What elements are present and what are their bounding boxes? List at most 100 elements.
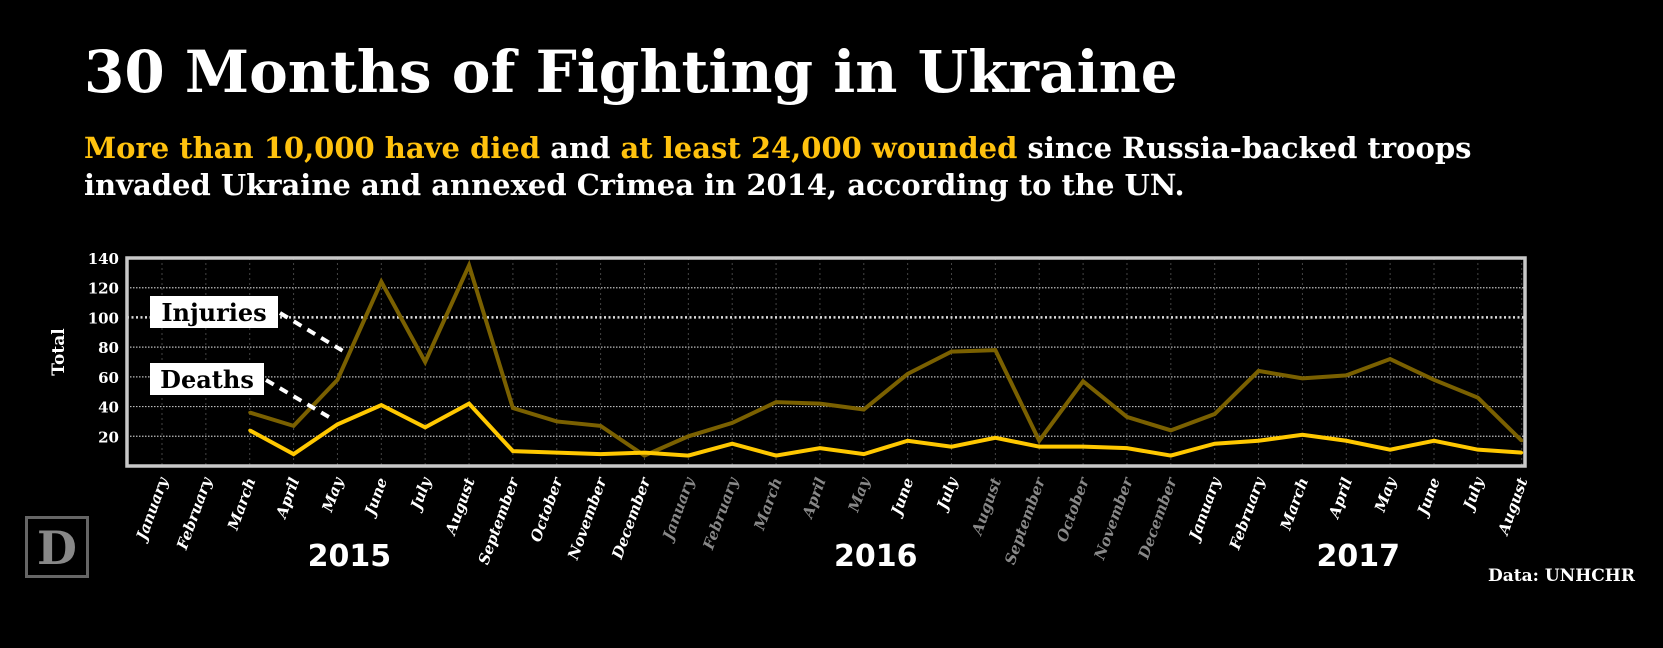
x-tick-label: March	[750, 475, 786, 533]
y-tick-label: 120	[88, 280, 119, 298]
data-point	[1169, 428, 1173, 432]
x-tick-label: June	[1413, 475, 1444, 520]
data-point	[1169, 454, 1173, 458]
data-point	[642, 454, 646, 458]
y-tick-label: 80	[98, 339, 119, 357]
x-tick-label: May	[1371, 474, 1401, 515]
data-point	[423, 360, 427, 364]
data-point	[1213, 412, 1217, 416]
plot-frame	[125, 256, 1527, 468]
data-point	[993, 436, 997, 440]
data-point	[292, 424, 296, 428]
data-point	[555, 451, 559, 455]
data-point	[686, 434, 690, 438]
annotation-box	[150, 296, 278, 328]
x-tick-label: July	[406, 474, 435, 515]
annotation-box	[150, 363, 264, 395]
source-note: Data: UNHCHR	[1488, 566, 1635, 586]
x-tick-label: August	[441, 475, 479, 539]
data-point	[730, 442, 734, 446]
data-point	[1037, 439, 1041, 443]
data-point	[730, 421, 734, 425]
year-label: 2016	[834, 539, 918, 574]
data-point	[818, 446, 822, 450]
data-point	[862, 408, 866, 412]
data-point	[1476, 396, 1480, 400]
data-point	[1300, 433, 1304, 437]
year-label: 2017	[1316, 539, 1400, 574]
x-tick-label: August	[1494, 475, 1532, 539]
x-tick-label: February	[699, 474, 742, 553]
logo: D	[25, 516, 89, 578]
data-point	[335, 378, 339, 382]
annotation-leader-line	[278, 311, 350, 356]
x-tick-label: October	[1053, 474, 1093, 544]
data-point	[1520, 439, 1524, 443]
legend-label-deaths: Deaths	[160, 365, 254, 394]
data-point	[1257, 369, 1261, 373]
x-tick-label: July	[932, 474, 961, 515]
data-point	[248, 428, 252, 432]
data-point	[467, 263, 471, 267]
data-point	[1432, 378, 1436, 382]
series-line-deaths	[248, 401, 1522, 458]
data-point	[1300, 376, 1304, 380]
data-point	[1476, 448, 1480, 452]
annotation-leader-line	[264, 378, 336, 422]
data-point	[1388, 357, 1392, 361]
data-point	[1081, 445, 1085, 449]
y-tick-label: 60	[98, 369, 119, 387]
data-point	[1388, 448, 1392, 452]
data-point	[774, 400, 778, 404]
data-point	[1125, 415, 1129, 419]
x-tick-label: March	[1276, 475, 1312, 533]
subtitle-part: More than 10,000 have died	[84, 131, 541, 165]
x-tick-label: September	[1001, 474, 1049, 567]
data-point	[1344, 373, 1348, 377]
x-tick-label: July	[1459, 474, 1488, 515]
data-point	[642, 451, 646, 455]
data-point	[379, 280, 383, 284]
x-tick-label: March	[224, 475, 260, 533]
data-point	[555, 419, 559, 423]
x-tick-label: May	[318, 474, 348, 515]
chart-title: 30 Months of Fighting in Ukraine	[84, 38, 1178, 106]
data-point	[511, 406, 515, 410]
data-point	[423, 425, 427, 429]
x-tick-label: April	[798, 475, 830, 522]
data-point	[686, 454, 690, 458]
data-point	[993, 348, 997, 352]
data-point	[1520, 451, 1524, 455]
data-point	[1037, 445, 1041, 449]
data-point	[599, 424, 603, 428]
data-point	[511, 449, 515, 453]
y-tick-label: 20	[98, 428, 119, 446]
data-point	[906, 439, 910, 443]
x-tick-label: December	[1134, 474, 1181, 562]
x-tick-label: January	[1184, 474, 1225, 545]
data-point	[599, 452, 603, 456]
series-line-injuries	[249, 259, 1524, 458]
x-tick-label: August	[967, 475, 1005, 539]
data-point	[950, 350, 954, 354]
subtitle-part: since Russia-backed troops invaded Ukrai…	[84, 131, 1472, 202]
data-point	[292, 452, 296, 456]
y-axis-label: Total	[49, 328, 69, 376]
data-point	[1344, 439, 1348, 443]
x-tick-label: December	[608, 474, 655, 562]
x-tick-label: October	[527, 474, 567, 544]
data-point	[950, 445, 954, 449]
subtitle-part: at least 24,000 wounded	[620, 131, 1018, 165]
x-tick-label: September	[475, 474, 523, 567]
year-label: 2015	[308, 539, 392, 574]
data-point	[862, 452, 866, 456]
x-tick-label: April	[272, 475, 304, 522]
chart-subtitle: More than 10,000 have died and at least …	[84, 130, 1584, 204]
data-point	[467, 402, 471, 406]
y-tick-label: 40	[98, 399, 119, 417]
x-tick-label: January	[658, 474, 699, 545]
x-tick-label: February	[173, 474, 216, 553]
data-point	[1081, 379, 1085, 383]
subtitle-part: and	[540, 131, 621, 165]
x-tick-label: February	[1225, 474, 1268, 553]
